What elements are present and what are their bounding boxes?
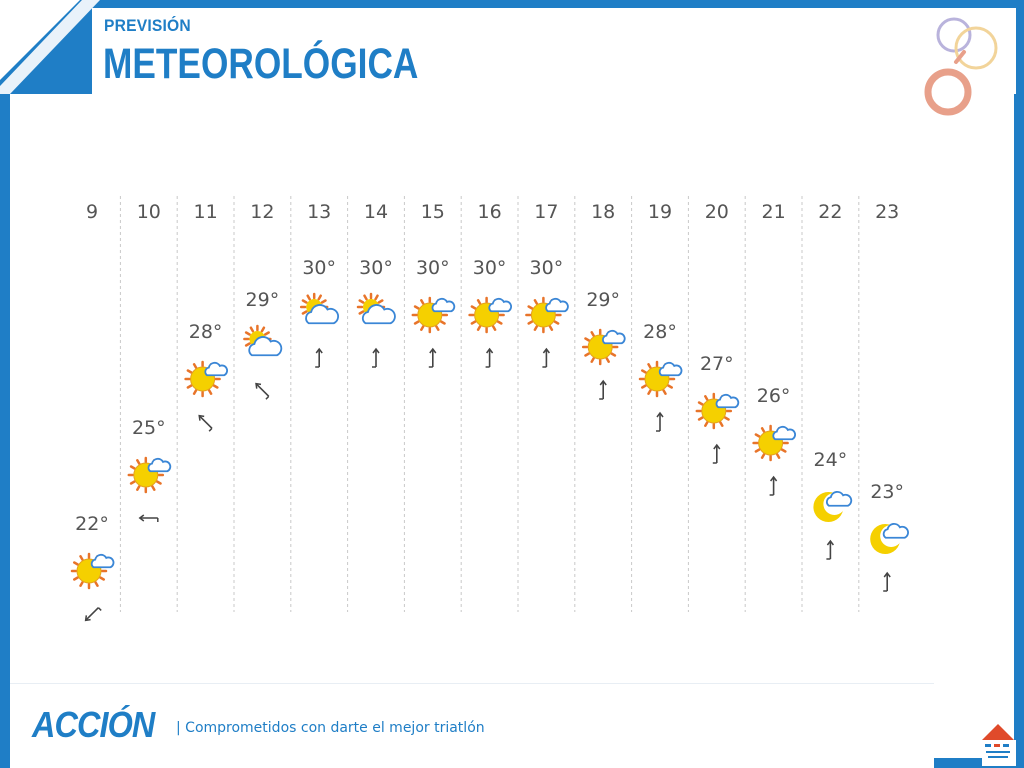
page-title: METEOROLÓGICA — [103, 40, 419, 88]
temperature-label: 30° — [416, 257, 450, 279]
temperature-label: 29° — [586, 289, 620, 311]
sun-cloud-icon-16 — [468, 296, 512, 334]
temperature-label: 30° — [359, 257, 393, 279]
temperature-label: 26° — [757, 385, 791, 407]
temperature-label: 30° — [473, 257, 507, 279]
sun-cloud-icon-19 — [638, 360, 683, 398]
wind-arrow-icon-14 — [372, 347, 380, 368]
sun-cloud-icon-15 — [411, 296, 456, 334]
moon-cloud-icon-22 — [813, 491, 853, 522]
moon-cloud-icon-23 — [870, 523, 909, 554]
hour-label: 23 — [875, 201, 899, 223]
hour-label: 14 — [364, 201, 388, 223]
wind-arrow-icon-15 — [428, 347, 437, 368]
hour-label: 12 — [250, 201, 274, 223]
sun-cloud-icon-20 — [695, 392, 740, 430]
hour-label: 9 — [86, 201, 98, 223]
hour-label: 15 — [421, 201, 445, 223]
rings-logo-icon — [924, 17, 998, 116]
wind-arrow-icon-23 — [883, 571, 891, 592]
sun-cloud-icon-18 — [581, 328, 626, 366]
wind-arrow-icon-10 — [138, 514, 159, 522]
hour-label: 22 — [818, 201, 842, 223]
sun-cloud-icon-17 — [525, 296, 569, 334]
hour-label: 20 — [705, 201, 729, 223]
chart-panel — [66, 194, 956, 612]
cloudy-icon-12 — [243, 324, 283, 357]
temperature-label: 28° — [189, 321, 223, 343]
temperature-label: 22° — [75, 513, 109, 535]
temperature-label: 29° — [246, 289, 280, 311]
temperature-label: 28° — [643, 321, 677, 343]
hour-label: 16 — [478, 201, 502, 223]
wind-arrow-icon-18 — [599, 379, 607, 400]
wind-arrow-icon-11 — [198, 414, 213, 432]
temperature-label: 24° — [814, 449, 848, 471]
temperature-label: 23° — [870, 481, 904, 503]
cloudy-icon-13 — [299, 292, 340, 325]
wind-arrow-icon-22 — [826, 539, 835, 560]
sun-cloud-icon-10 — [127, 456, 172, 494]
sun-cloud-icon-11 — [184, 360, 228, 398]
wind-arrow-icon-13 — [315, 347, 323, 368]
temperature-label: 30° — [302, 257, 336, 279]
hour-label: 11 — [194, 201, 218, 223]
brand-logo: ACCIÓN — [32, 704, 155, 745]
wind-arrow-icon-12 — [255, 382, 270, 400]
footer — [10, 684, 934, 768]
cloudy-icon-14 — [356, 292, 396, 325]
triathlon-corner-logo-icon — [982, 724, 1016, 766]
sun-cloud-icon-21 — [752, 424, 796, 462]
wind-arrow-icon-9 — [84, 607, 102, 622]
sun-cloud-icon-9 — [70, 552, 115, 590]
wind-arrow-icon-16 — [485, 347, 494, 368]
temperature-label: 27° — [700, 353, 734, 375]
hour-label: 17 — [534, 201, 558, 223]
wind-arrow-icon-19 — [656, 411, 664, 432]
wind-arrow-icon-20 — [712, 443, 721, 464]
temperature-label: 30° — [530, 257, 564, 279]
wind-arrow-icon-17 — [542, 347, 551, 368]
temperature-label: 25° — [132, 417, 166, 439]
hour-label: 19 — [648, 201, 672, 223]
hour-label: 13 — [307, 201, 331, 223]
page-subtitle: PREVISIÓN — [104, 16, 191, 35]
hour-label: 10 — [137, 201, 161, 223]
hour-label: 21 — [762, 201, 786, 223]
wind-arrow-icon-21 — [769, 475, 778, 496]
header-band — [92, 8, 1016, 94]
hour-label: 18 — [591, 201, 615, 223]
footer-slogan: | Comprometidos con darte el mejor triat… — [176, 720, 485, 736]
